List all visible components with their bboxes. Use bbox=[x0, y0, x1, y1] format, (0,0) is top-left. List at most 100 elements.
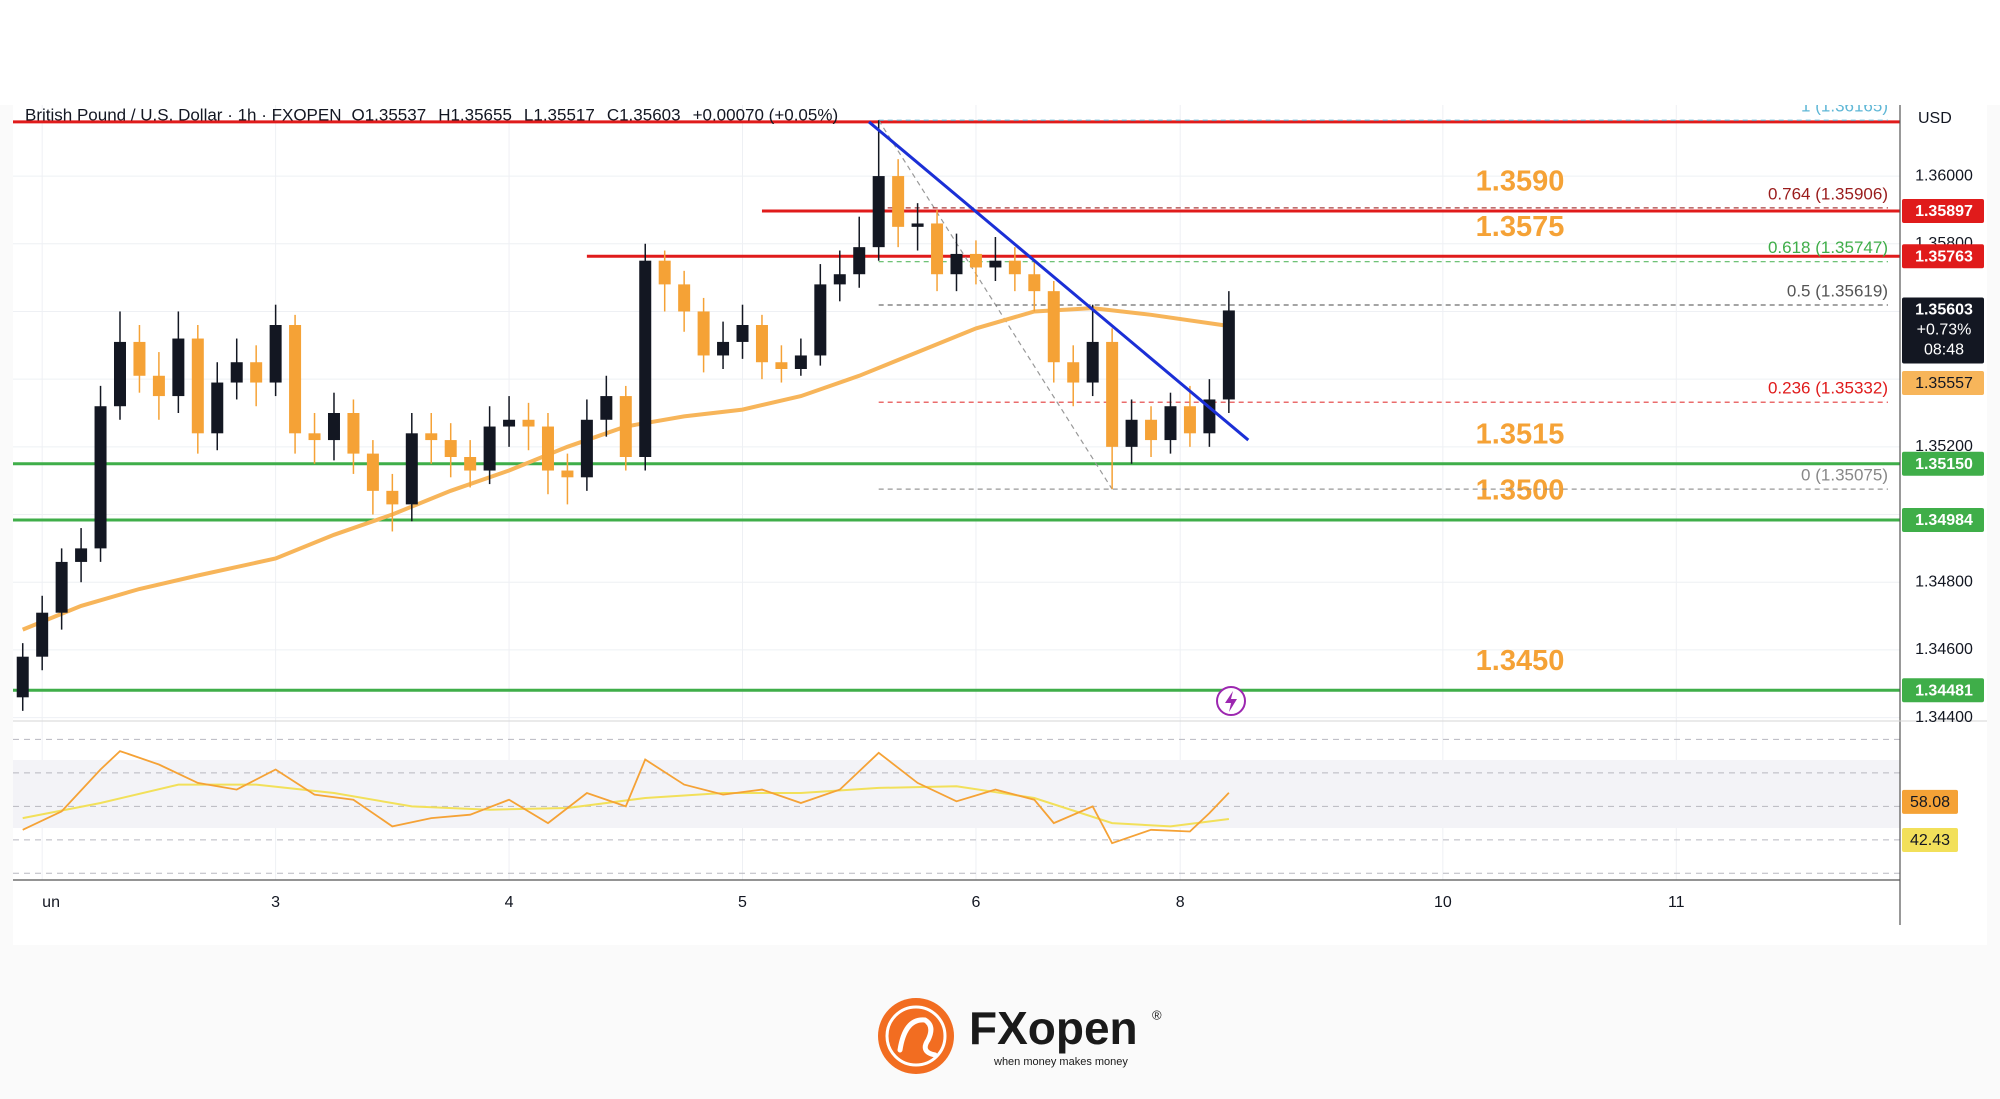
currency: USD bbox=[1918, 110, 1952, 127]
candle-body bbox=[755, 325, 768, 363]
candle-body bbox=[600, 396, 613, 420]
fib-level-label: 0.764 (1.35906) bbox=[1768, 184, 1888, 203]
ohlc-value: O1.35537 bbox=[352, 105, 427, 124]
candle-body bbox=[386, 490, 399, 505]
ohlc-value: H1.35655 bbox=[438, 105, 512, 124]
candle-body bbox=[289, 325, 302, 434]
candle-body bbox=[444, 440, 457, 457]
candle-body bbox=[989, 260, 1002, 268]
logo-registered: ® bbox=[1152, 1007, 1162, 1022]
x-tick-label: 6 bbox=[972, 894, 981, 911]
logo-emblem-ring bbox=[885, 1005, 947, 1067]
candle-body bbox=[308, 433, 321, 441]
candle-body bbox=[833, 274, 846, 285]
candle-body bbox=[736, 325, 749, 342]
candle-body bbox=[172, 338, 185, 397]
ma-value-label: 1.35557 bbox=[1915, 375, 1973, 392]
level-label: 1.3615 bbox=[1476, 77, 1565, 109]
rsi-pane bbox=[13, 738, 1900, 874]
candle-body bbox=[931, 223, 944, 275]
candle-body bbox=[16, 656, 29, 698]
fib-level-label: 1 (1.36165) bbox=[1801, 97, 1888, 116]
fib-trend-line bbox=[878, 119, 1113, 490]
level-axis-box bbox=[1902, 507, 1984, 532]
level-axis-label: 1.34481 bbox=[1915, 682, 1973, 699]
candle-body bbox=[113, 341, 126, 407]
fib-level-label: 0.618 (1.35747) bbox=[1768, 238, 1888, 257]
candle-body bbox=[1047, 291, 1060, 363]
x-tick-label: 3 bbox=[271, 894, 280, 911]
candle-body bbox=[1125, 419, 1138, 447]
candle-body bbox=[133, 341, 146, 376]
candle-body bbox=[950, 253, 963, 275]
x-tick-label: 5 bbox=[738, 894, 747, 911]
x-tick-label: un bbox=[42, 894, 60, 911]
x-tick-label: 8 bbox=[1176, 894, 1185, 911]
level-label: 1.3515 bbox=[1476, 418, 1565, 450]
candle-body bbox=[75, 548, 88, 562]
candle-body bbox=[619, 396, 632, 457]
rsi-ma-value-label: 42.43 bbox=[1910, 832, 1950, 849]
candle-body bbox=[1067, 362, 1080, 383]
fib-level-label: 0 (1.35075) bbox=[1801, 466, 1888, 485]
candle-body bbox=[853, 247, 866, 275]
price-label: 1.35603 bbox=[1915, 302, 1973, 319]
level-axis-box bbox=[1902, 244, 1984, 269]
ohlc-value: C1.35603 bbox=[607, 105, 681, 124]
candle-body bbox=[1145, 419, 1158, 441]
price-change: +0.73% bbox=[1917, 322, 1972, 339]
candle-body bbox=[697, 311, 710, 356]
candle-body bbox=[366, 453, 379, 491]
level-label: 1.3500 bbox=[1476, 475, 1565, 507]
rsi-ma-box bbox=[1902, 828, 1958, 853]
candle-body bbox=[872, 176, 885, 248]
candle-body bbox=[94, 406, 107, 549]
symbol-title: British Pound / U.S. Dollar · 1h · FXOPE… bbox=[25, 105, 342, 124]
candle-body bbox=[1028, 274, 1041, 292]
ohlc-value: L1.35517 bbox=[524, 105, 595, 124]
candle-body bbox=[658, 260, 671, 285]
candle-body bbox=[152, 375, 165, 397]
level-axis-box bbox=[1902, 198, 1984, 223]
level-label: 1.3450 bbox=[1476, 645, 1565, 677]
y-tick-label: 1.34800 bbox=[1915, 573, 1973, 590]
candle-body bbox=[717, 341, 730, 356]
level-axis-box bbox=[1902, 678, 1984, 703]
level-axis-label: 1.35150 bbox=[1915, 456, 1973, 473]
candle-body bbox=[1183, 406, 1196, 434]
candle-body bbox=[1203, 399, 1216, 434]
grid-layer bbox=[13, 105, 1900, 880]
fib-level-label: 0.236 (1.35332) bbox=[1768, 379, 1888, 398]
level-axis-label: 1.34984 bbox=[1915, 512, 1973, 529]
candle-body bbox=[1086, 341, 1099, 383]
x-tick-label: 10 bbox=[1434, 894, 1452, 911]
level-axis-box bbox=[1902, 451, 1984, 476]
ma-box bbox=[1902, 371, 1984, 396]
logo: FXopen ® when money makes money bbox=[878, 998, 1162, 1074]
x-tick-label: 11 bbox=[1668, 894, 1685, 911]
candle-body bbox=[1222, 310, 1235, 400]
alert-icon bbox=[1216, 686, 1246, 716]
candle-body bbox=[522, 419, 535, 427]
candle-body bbox=[911, 223, 924, 227]
y-tick-label: 1.34400 bbox=[1915, 709, 1973, 726]
top-margin bbox=[0, 0, 2000, 105]
y-tick-label: 1.34600 bbox=[1915, 641, 1973, 658]
fib-level-label: 0.5 (1.35619) bbox=[1787, 282, 1888, 301]
axis-layer: USD 1.344001.346001.348001.350001.352001… bbox=[13, 105, 1987, 925]
candle-body bbox=[775, 362, 788, 369]
candle-body bbox=[230, 362, 243, 383]
rsi-ma-line bbox=[22, 783, 1230, 828]
candle-body bbox=[892, 176, 905, 227]
bar-countdown: 08:48 bbox=[1924, 342, 1964, 359]
trend-line bbox=[867, 120, 1250, 442]
price-box bbox=[1902, 297, 1984, 364]
y-tick-label: 1.36000 bbox=[1915, 167, 1973, 184]
level-label: 1.3575 bbox=[1476, 211, 1565, 243]
candle-body bbox=[678, 284, 691, 312]
logo-tagline: when money makes money bbox=[993, 1056, 1128, 1068]
level-label: 1.3590 bbox=[1476, 166, 1565, 198]
y-tick-label: 1.35200 bbox=[1915, 438, 1973, 455]
